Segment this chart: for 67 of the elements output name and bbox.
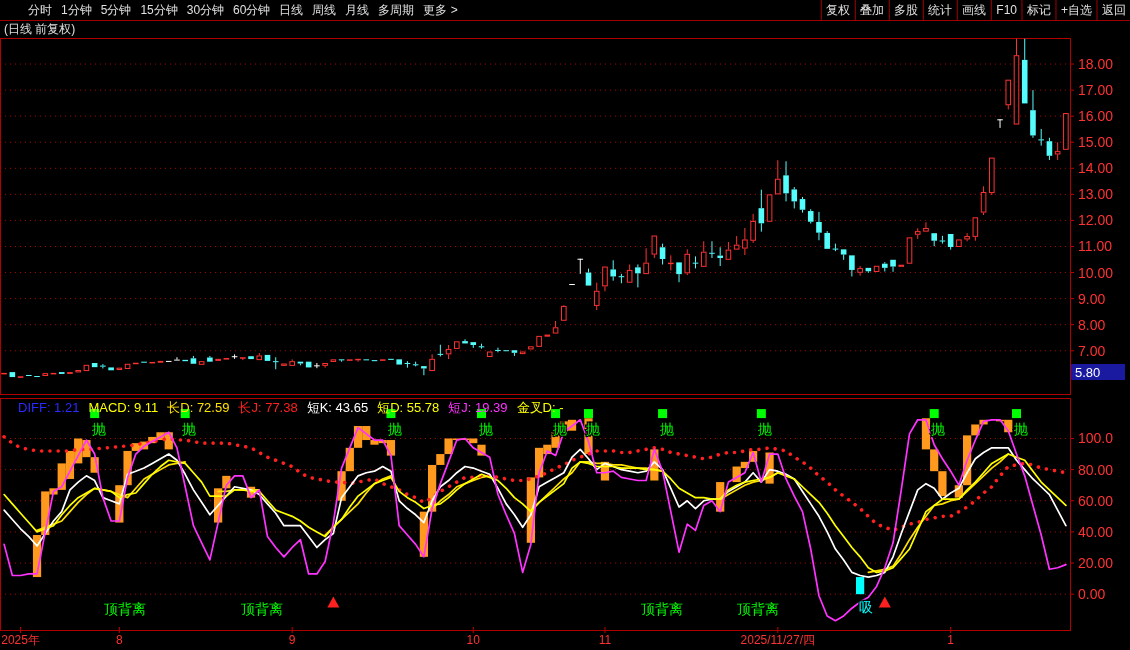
text: 叠加 [860,3,885,17]
x-tick-label: 2025/11/27/四 [740,633,816,647]
y-tick-label: 12.00 [1078,212,1114,229]
data-label: 抛 [387,420,402,437]
text: 画线 [962,3,987,17]
y-tick-label: 40.00 [1078,523,1114,540]
y-tick-label: 10.00 [1078,264,1114,281]
data-label: 抛 [758,420,773,437]
text: 短D: 55.78 [377,400,440,415]
annotation: 顶背离 [641,601,684,617]
y-tick-label: 60.00 [1078,492,1114,509]
y-tick-label: 17.00 [1078,82,1114,99]
x-tick-label: 8 [116,633,123,647]
text: 标记 [1025,3,1051,17]
y-tick-label: 13.00 [1078,186,1114,203]
text: 返回 [1102,3,1126,17]
text: 周线 [312,3,337,17]
y-tick-label: 15.00 [1078,134,1114,151]
x-tick-label: 10 [466,633,481,647]
legend-label: MACD: 9.11 [88,400,159,415]
x-tick-label: 1 [947,633,955,647]
text: 30分钟 [186,3,225,17]
data-label: 抛 [182,420,197,437]
text: 15分钟 [140,3,178,17]
x-tick-label: 9 [288,633,296,647]
y-tick-label: 20.00 [1078,555,1114,572]
text: 复权 [826,3,851,17]
annotation: 顶背离 [241,601,284,617]
text: 5.80 [1075,365,1101,380]
x-tick-label: 2025年 [1,633,40,647]
y-tick-label: 0.00 [1078,586,1106,603]
text: 日线 [279,3,304,17]
text: 更多 > [423,3,458,17]
y-tick-label: 8.00 [1078,316,1106,333]
data-label: 抛 [659,420,674,437]
y-tick-label: 18.00 [1078,56,1114,73]
text: 短J: 19.39 [448,400,508,415]
text: 统计 [928,3,953,17]
chart-title: (日线 前复权) [4,22,76,36]
text: 60分钟 [233,3,271,17]
text: 月线 [345,3,370,17]
text: 多周期 [378,3,415,17]
text: 短K: 43.65 [306,400,369,415]
data-label: 抛 [1013,420,1028,437]
data-label: 吸 [859,599,874,616]
y-tick-label: 9.00 [1078,290,1106,307]
text: 分时 [28,3,52,17]
x-tick-label: 11 [598,633,612,647]
text: 长J: 77.38 [238,400,298,415]
legend-label: DIFF: 1.21 [18,400,80,415]
text: +自选 [1060,3,1092,17]
text: 1分钟 [61,3,92,17]
data-label: 抛 [931,420,946,437]
y-tick-label: 80.00 [1078,461,1114,478]
text: F10 [996,3,1018,17]
y-tick-label: 16.00 [1078,108,1114,125]
data-label: 抛 [91,420,106,437]
data-label: 抛 [478,420,493,437]
text: 多股 [894,3,919,17]
y-tick-label: 14.00 [1078,160,1114,177]
legend-label: 金叉D: - [516,400,564,415]
y-tick-label: 100.0 [1078,430,1114,447]
annotation: 顶背离 [104,601,147,617]
annotation: 顶背离 [736,601,779,617]
text: 5分钟 [100,3,132,17]
y-tick-label: 7.00 [1078,342,1106,359]
y-tick-label: 11.00 [1078,238,1113,255]
